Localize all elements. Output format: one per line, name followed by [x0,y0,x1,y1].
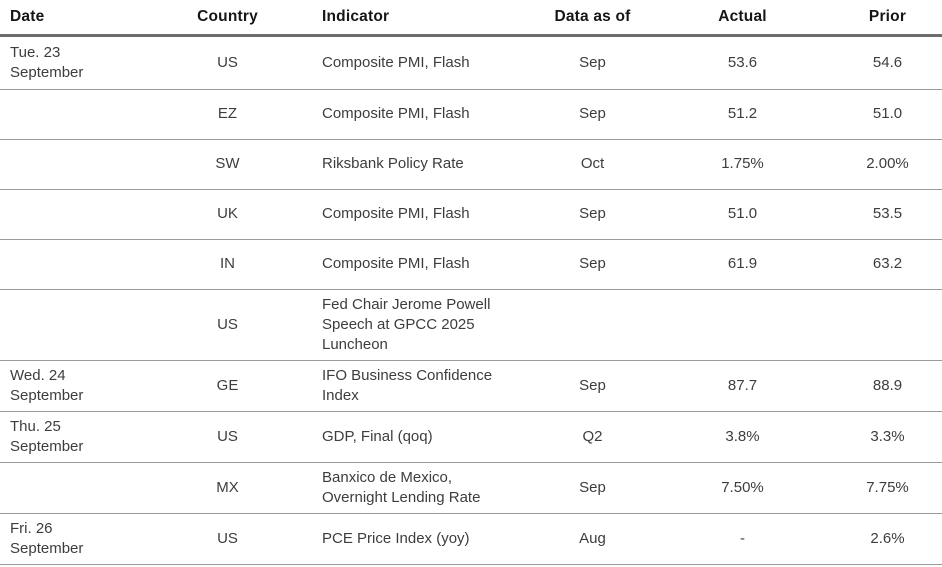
col-header-country: Country [197,7,258,25]
country-cell: UK [217,205,238,222]
prior-cell: 2.00% [866,155,909,172]
date-cell [0,462,180,513]
data-as-of-cell [545,289,640,360]
table-row: Thu. 25 September US GDP, Final (qoq) Q2 3.8… [0,411,942,462]
prior-cell: 63.2 [872,255,903,272]
col-header-actual: Actual [718,7,767,25]
prior-cell: 3.3% [870,427,905,445]
prior-cell: 7.75% [866,478,909,496]
country-cell: US [217,53,238,71]
indicator-cell: Composite PMI, Flash [322,255,470,272]
actual-cell: - [740,529,745,547]
indicator-cell: IFO Business Confidence Index [322,366,493,404]
table-row: US Fed Chair Jerome Powell Speech at GPCC… [0,289,942,360]
data-as-of-cell: Sep [579,53,606,71]
indicator-cell: Riksbank Policy Rate [322,155,464,172]
data-as-of-cell: Oct [580,155,605,172]
actual-cell: 51.2 [727,105,758,122]
date-cell [0,89,180,139]
country-cell: US [217,315,238,333]
prior-cell [845,289,942,360]
date-cell [0,239,180,289]
indicator-cell: Composite PMI, Flash [322,105,470,122]
data-as-of-cell: Sep [579,376,606,394]
table-row: Tue. 23 September US Composite PMI, Flash S… [0,35,942,89]
data-as-of-cell: Q2 [582,427,603,445]
prior-cell: 54.6 [872,53,903,71]
table-header: Date Country Indicator Data as of Actual… [0,0,942,35]
actual-cell: 1.75% [721,155,764,172]
table-body: Tue. 23 September US Composite PMI, Flash S… [0,35,942,564]
date-cell: Thu. 25 September [10,417,84,455]
table-row: Fri. 26 September US PCE Price Index (yoy)… [0,513,942,564]
actual-cell: 3.8% [725,427,760,445]
data-as-of-cell: Sep [579,478,606,496]
country-cell: IN [220,255,235,272]
prior-cell: 51.0 [872,105,903,122]
table-row: UK Composite PMI, Flash Sep 51.0 53.5 [0,189,942,239]
date-cell [0,189,180,239]
actual-cell: 87.7 [727,376,758,394]
indicator-cell: Composite PMI, Flash [322,205,470,222]
country-cell: MX [216,478,239,496]
data-as-of-cell: Sep [579,105,606,122]
indicator-cell: PCE Price Index (yoy) [322,529,470,547]
actual-cell: 7.50% [721,478,764,496]
date-cell [0,139,180,189]
header-row: Date Country Indicator Data as of Actual… [0,0,942,35]
country-cell: US [217,529,238,547]
col-header-indicator: Indicator [322,7,390,25]
table-row: EZ Composite PMI, Flash Sep 51.2 51.0 [0,89,942,139]
indicator-cell: Composite PMI, Flash [322,53,470,71]
data-as-of-cell: Sep [579,255,606,272]
actual-cell: 51.0 [727,205,758,222]
date-cell: Wed. 24 September [10,366,84,404]
data-as-of-cell: Aug [579,529,606,547]
country-cell: US [217,427,238,445]
country-cell: GE [216,376,239,394]
actual-cell: 53.6 [727,53,758,71]
indicator-cell: Fed Chair Jerome Powell Speech at GPCC 2… [322,295,491,353]
actual-cell: 61.9 [727,255,758,272]
data-as-of-cell: Sep [579,205,606,222]
prior-cell: 2.6% [870,529,905,547]
indicator-cell: Banxico de Mexico, Overnight Lending Rat… [322,468,481,506]
table-row: MX Banxico de Mexico, Overnight Lending R… [0,462,942,513]
prior-cell: 88.9 [872,376,903,394]
date-cell: Tue. 23 September [10,43,84,81]
country-cell: SW [215,155,240,172]
col-header-prior: Prior [868,7,907,25]
table-row: Wed. 24 September GE IFO Business Confiden… [0,360,942,411]
col-header-date: Date [10,7,45,25]
country-cell: EZ [217,105,238,122]
table-row: IN Composite PMI, Flash Sep 61.9 63.2 [0,239,942,289]
actual-cell [640,289,845,360]
date-cell [0,289,180,360]
prior-cell: 53.5 [872,205,903,222]
date-cell: Fri. 26 September [10,519,84,557]
indicator-cell: GDP, Final (qoq) [322,427,433,445]
col-header-data-as-of: Data as of [554,7,631,25]
table-row: SW Riksbank Policy Rate Oct 1.75% 2.00% [0,139,942,189]
